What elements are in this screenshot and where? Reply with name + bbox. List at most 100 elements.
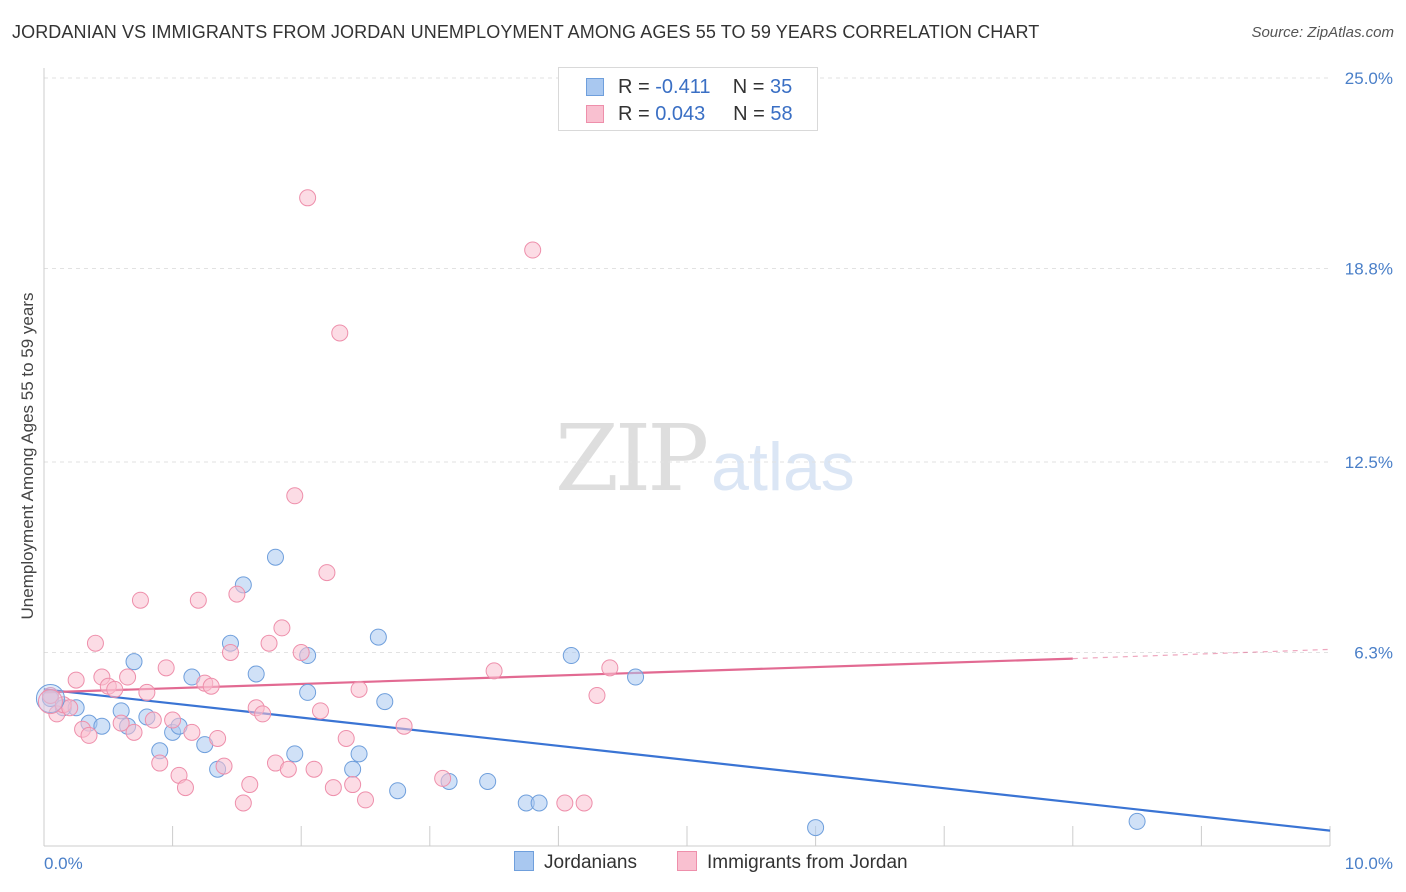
- legend-label: Immigrants from Jordan: [707, 852, 908, 873]
- jordanians-point: [286, 745, 304, 763]
- immigrants-point: [221, 643, 239, 661]
- immigrants-point: [485, 662, 503, 680]
- immigrants-point: [125, 723, 143, 741]
- immigrants-point: [324, 779, 342, 797]
- immigrants-swatch: [586, 105, 604, 123]
- immigrants-point: [299, 189, 317, 207]
- jordanians-point: [530, 794, 548, 812]
- immigrants-point: [41, 686, 59, 704]
- immigrants-point: [86, 634, 104, 652]
- immigrants-point: [350, 680, 368, 698]
- immigrants-point: [106, 680, 124, 698]
- r-label: R =: [618, 103, 656, 125]
- r-label: R =: [618, 76, 656, 98]
- jordanians-point: [562, 647, 580, 665]
- r-value: 0.043: [655, 103, 706, 125]
- immigrants-point: [157, 659, 175, 677]
- jordanians-point: [807, 819, 825, 837]
- immigrants-point: [61, 699, 79, 717]
- jordanians-point: [93, 717, 111, 735]
- immigrants-point: [138, 683, 156, 701]
- stats-legend-text: R = 0.043 N = 58: [618, 103, 793, 126]
- immigrants-point: [215, 757, 233, 775]
- tick-labels: 6.3% 12.5% 18.8% 25.0% 0.0% 10.0%: [44, 69, 1393, 873]
- immigrants-point: [67, 671, 85, 689]
- watermark-atlas: atlas: [711, 429, 855, 505]
- n-label: N =: [733, 103, 771, 125]
- immigrants-point: [292, 643, 310, 661]
- immigrants-point: [209, 729, 227, 747]
- legend-item-immigrants[interactable]: Immigrants from Jordan: [677, 851, 908, 874]
- legend-label: Jordanians: [544, 852, 637, 873]
- legend-item-jordanians[interactable]: Jordanians: [514, 851, 637, 874]
- watermark: ZIPatlas: [555, 405, 855, 512]
- immigrants-point: [337, 729, 355, 747]
- y-tick-label: 6.3%: [1354, 643, 1393, 662]
- immigrants-point: [279, 760, 297, 778]
- y-tick-label: 25.0%: [1345, 69, 1393, 88]
- immigrants-point: [331, 324, 349, 342]
- immigrants-point-large: [37, 689, 63, 715]
- immigrants-point: [311, 702, 329, 720]
- jordanians-point: [627, 668, 645, 686]
- jordanians-point: [479, 772, 497, 790]
- y-tick-label: 18.8%: [1345, 259, 1393, 278]
- jordanians-swatch: [586, 78, 604, 96]
- immigrants-legend-swatch: [677, 851, 697, 871]
- immigrants-point: [524, 241, 542, 259]
- x-tick-label: 10.0%: [1345, 854, 1393, 873]
- immigrants-point: [80, 726, 98, 744]
- stats-legend: R = -0.411 N = 35 R = 0.043 N = 58: [558, 67, 818, 131]
- immigrants-point: [344, 776, 362, 794]
- immigrants-point: [254, 705, 272, 723]
- axes: [43, 68, 1331, 847]
- stats-legend-text: R = -0.411 N = 35: [618, 76, 792, 99]
- immigrants-point: [588, 686, 606, 704]
- immigrants-point: [131, 591, 149, 609]
- immigrants-point: [176, 779, 194, 797]
- watermark-zip: ZIP: [555, 405, 709, 512]
- r-value: -0.411: [655, 76, 711, 98]
- immigrants-point: [189, 591, 207, 609]
- n-label: N =: [732, 76, 770, 98]
- n-value: 35: [769, 76, 793, 98]
- jordanians-point: [266, 548, 284, 566]
- n-value: 58: [770, 103, 793, 125]
- chart-title: JORDANIAN VS IMMIGRANTS FROM JORDAN UNEM…: [12, 22, 1040, 42]
- x-tick-label: 0.0%: [44, 854, 83, 873]
- jordanians-point: [389, 782, 407, 800]
- jordanians-point: [125, 653, 143, 671]
- jordanians-point: [299, 683, 317, 701]
- immigrants-point: [144, 711, 162, 729]
- jordanians-point: [376, 693, 394, 711]
- immigrants-point: [357, 791, 374, 809]
- immigrants-point: [260, 634, 278, 652]
- jordanians-legend-swatch: [514, 851, 534, 871]
- immigrants-point: [601, 659, 619, 677]
- data-points: [35, 189, 1146, 837]
- immigrants-point: [273, 619, 291, 637]
- immigrants-point: [234, 794, 252, 812]
- immigrants-trend-extension: [1072, 648, 1331, 660]
- immigrants-point: [556, 794, 574, 812]
- immigrants-point: [286, 487, 304, 505]
- immigrants-point: [318, 564, 336, 582]
- immigrants-point: [395, 717, 413, 735]
- jordanians-point: [350, 745, 368, 763]
- immigrants-point: [183, 723, 201, 741]
- jordanians-point: [247, 665, 265, 683]
- jordanians-point: [369, 628, 387, 646]
- immigrants-point: [202, 677, 220, 695]
- immigrants-point: [151, 754, 169, 772]
- y-tick-label: 12.5%: [1345, 453, 1393, 472]
- source-credit: Source: ZipAtlas.com: [1251, 24, 1394, 41]
- immigrants-point: [112, 714, 130, 732]
- immigrants-point: [305, 760, 323, 778]
- jordanians-trend-line: [43, 688, 1331, 832]
- jordanians-point: [344, 760, 362, 778]
- immigrants-point: [164, 711, 182, 729]
- grid-lines: [44, 77, 1330, 653]
- immigrants-point: [575, 794, 593, 812]
- jordanians-point: [1128, 812, 1146, 830]
